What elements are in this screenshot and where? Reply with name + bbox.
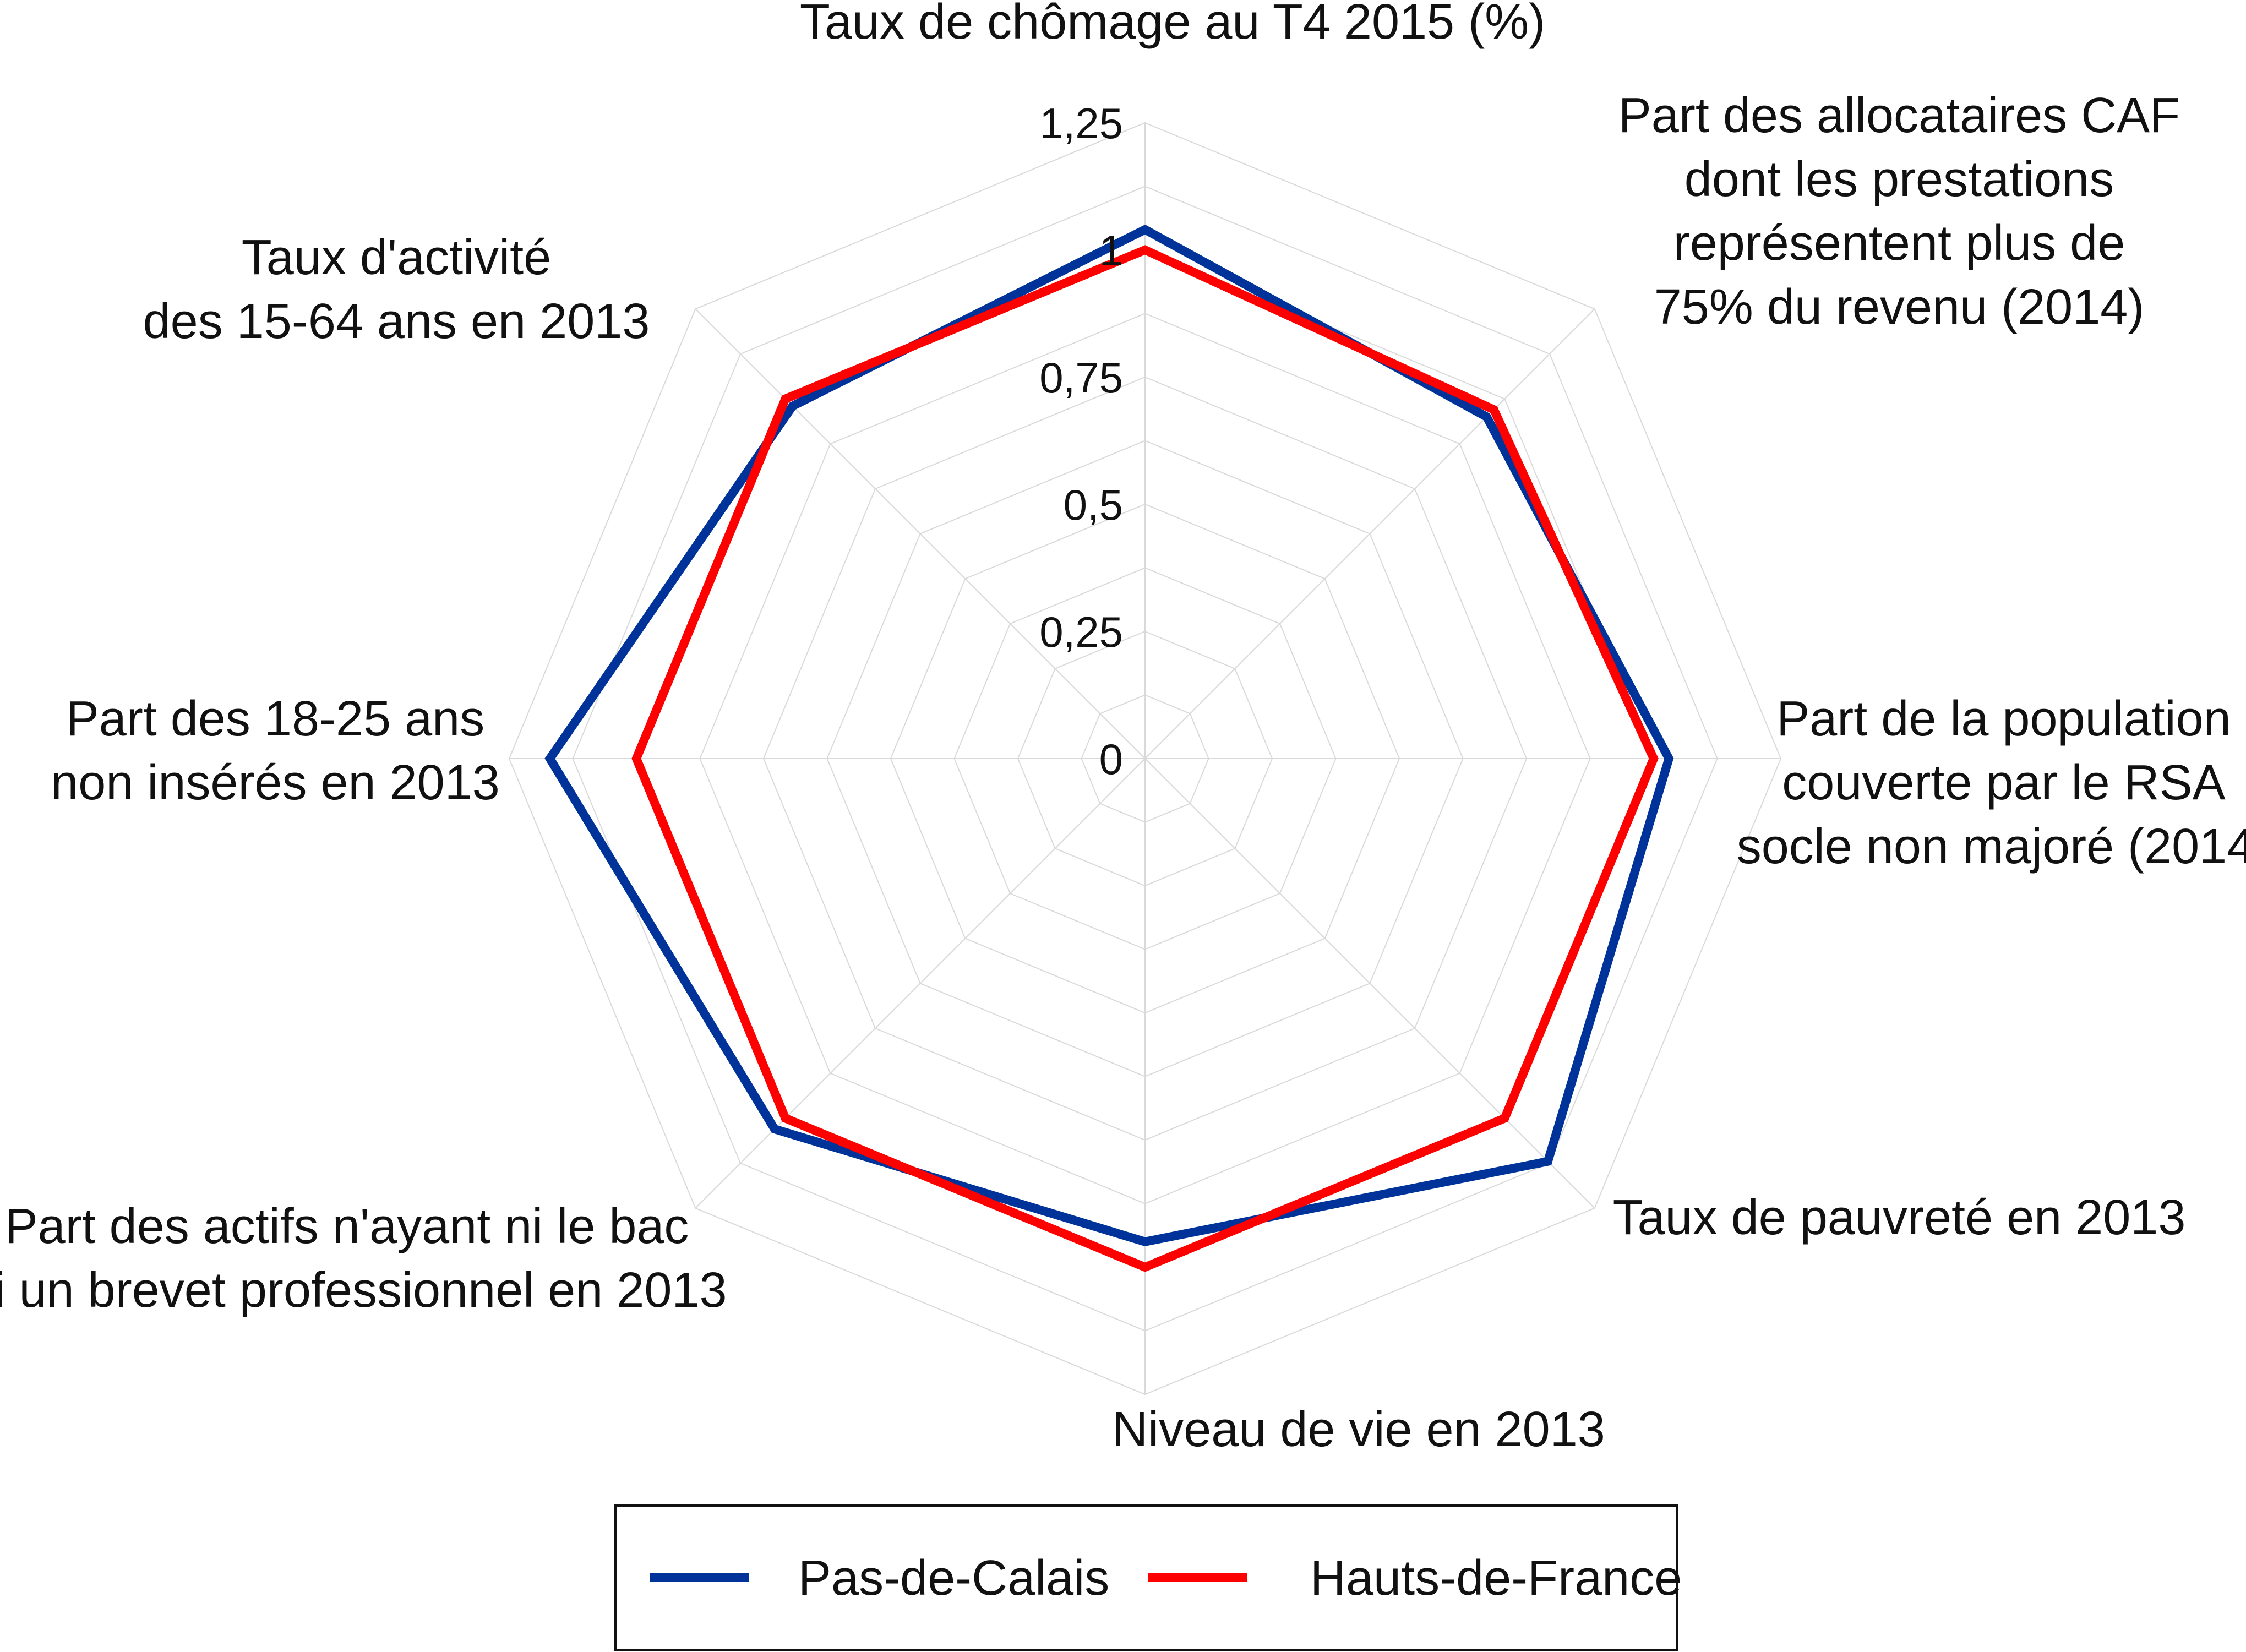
series-line-hauts-de-france: [631, 245, 1659, 1272]
legend-label-hauts-de-france: Hauts-de-France: [1310, 1551, 1682, 1606]
axis-label: 75% du revenu (2014): [1654, 280, 2145, 335]
axis-label: socle non majoré (2014): [1737, 819, 2246, 874]
axis-label: couverte par le RSA: [1782, 755, 2225, 810]
legend: Pas-de-Calais Hauts-de-France: [614, 1504, 1682, 1651]
legend-box: [614, 1504, 1678, 1651]
tick-label: 0,5: [1064, 481, 1123, 529]
axis-label: Part des 18-25 ans: [66, 691, 484, 746]
axis-label: Taux de pauvreté en 2013: [1613, 1190, 2186, 1245]
grid-spoke: [695, 308, 1146, 759]
tick-label: 0,25: [1039, 608, 1123, 656]
axis-label: Taux d'activité: [242, 230, 551, 285]
tick-label: 0,75: [1039, 353, 1123, 402]
axis-label: Taux de chômage au T4 2015 (%): [800, 0, 1545, 50]
axis-label: Part des actifs n'ayant ni le bac: [5, 1199, 689, 1254]
axis-label: non insérés en 2013: [51, 755, 500, 810]
axis-label: ni un brevet professionnel en 2013: [0, 1263, 727, 1318]
tick-labels: 0 0,25 0,5 0,75 1 1,25: [1039, 99, 1123, 783]
grid-spoke: [1144, 758, 1595, 1209]
axis-label: représentent plus de: [1673, 216, 2125, 271]
tick-label: 1: [1099, 226, 1123, 275]
axis-labels: Taux de chômage au T4 2015 (%) Part des a…: [0, 0, 2246, 1457]
tick-label: 0: [1099, 735, 1123, 783]
axis-label: dont les prestations: [1685, 152, 2114, 207]
radar-grid: [508, 122, 1782, 1395]
axis-label: Part de la population: [1776, 691, 2231, 746]
radar-series: [544, 225, 1674, 1272]
axis-label: des 15-64 ans en 2013: [143, 294, 650, 349]
grid-spoke: [1144, 308, 1595, 759]
tick-label: 1,25: [1039, 99, 1123, 148]
grid-spoke: [695, 758, 1146, 1209]
axis-label: Niveau de vie en 2013: [1112, 1402, 1605, 1457]
axis-label: Part des allocataires CAF: [1618, 88, 2180, 143]
legend-label-pas-de-calais: Pas-de-Calais: [798, 1551, 1109, 1606]
